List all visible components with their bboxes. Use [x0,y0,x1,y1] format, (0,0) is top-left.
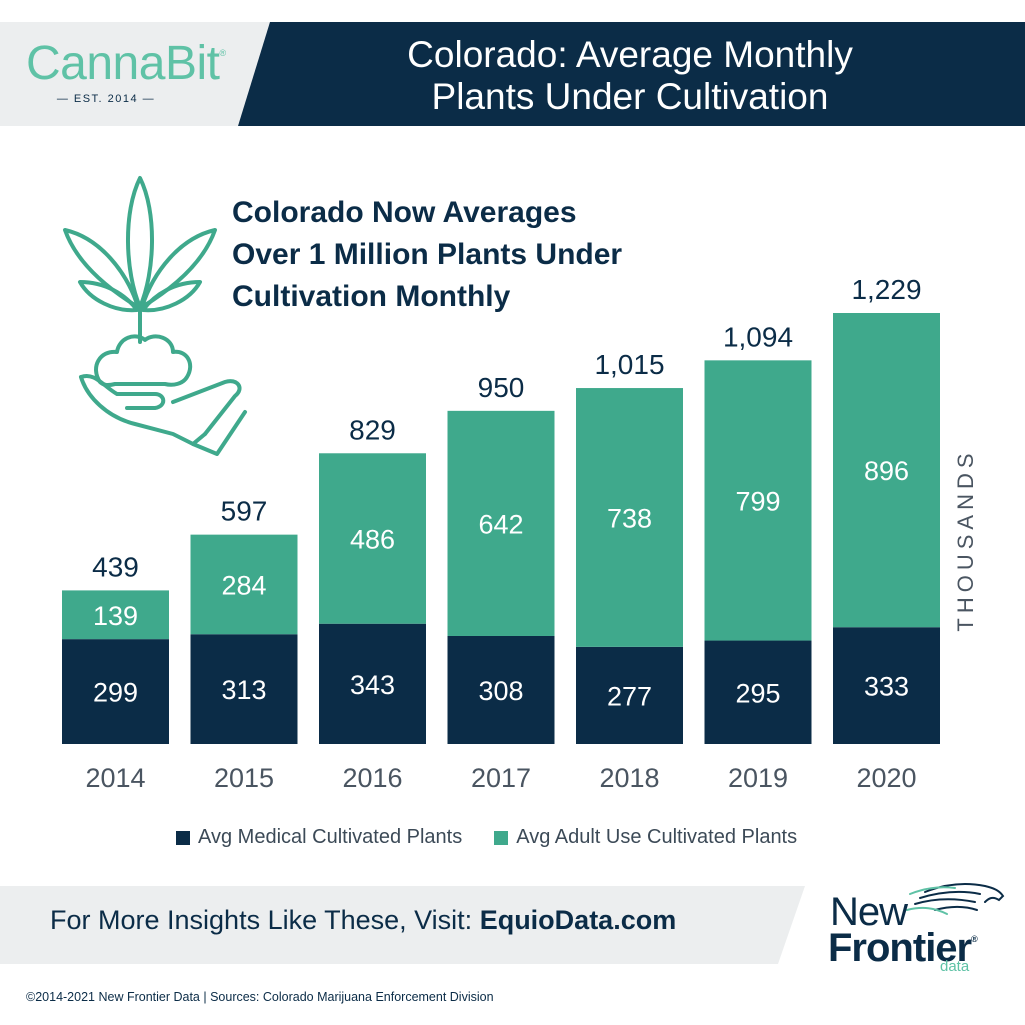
x-tick-label-2019: 2019 [728,763,788,793]
total-label-2020: 1,229 [851,274,921,305]
data-label-medical-2018: 277 [607,681,652,711]
x-tick-label-2015: 2015 [214,763,274,793]
header-title-banner [238,22,1025,126]
data-label-adult-use-2019: 799 [735,486,780,516]
bar-adult-use-2019 [704,360,812,641]
bar-medical-2015 [190,634,298,744]
bar-medical-2017 [447,635,555,744]
total-label-2014: 439 [92,551,139,582]
new-frontier-logo-new: New [830,890,908,934]
footer-cta-band [0,886,805,964]
bar-medical-2020 [833,627,940,744]
bar-medical-2018 [576,646,683,744]
data-label-adult-use-2018: 738 [607,503,652,533]
legend-label-adult-use: Avg Adult Use Cultivated Plants [516,826,798,848]
data-label-medical-2017: 308 [478,676,523,706]
total-label-2019: 1,094 [723,321,793,352]
data-label-adult-use-2014: 139 [93,601,138,631]
data-label-medical-2015: 313 [221,675,266,705]
legend-item-adult-use: Avg Adult Use Cultivated Plants [494,826,797,849]
data-label-medical-2019: 295 [735,678,780,708]
bar-adult-use-2016 [319,453,426,624]
data-label-adult-use-2017: 642 [478,509,523,539]
total-label-2017: 950 [478,372,525,403]
data-label-adult-use-2020: 896 [864,456,909,486]
bar-adult-use-2017 [447,410,555,636]
data-label-medical-2016: 343 [350,670,395,700]
data-label-medical-2020: 333 [864,672,909,702]
horse-icon [906,883,1005,915]
data-label-adult-use-2015: 284 [221,570,266,600]
total-label-2015: 597 [221,496,268,527]
bar-adult-use-2014 [62,590,169,640]
total-label-2016: 829 [349,414,396,445]
bar-adult-use-2015 [190,534,298,635]
bar-adult-use-2020 [833,313,940,628]
legend-label-medical: Avg Medical Cultivated Plants [198,826,463,848]
new-frontier-logo-frontier: Frontier® [828,926,978,970]
copyright-source: ©2014-2021 New Frontier Data | Sources: … [26,990,494,1004]
x-tick-label-2016: 2016 [342,763,402,793]
x-tick-label-2020: 2020 [856,763,916,793]
chart-subheading: Colorado Now Averages Over 1 Million Pla… [232,196,623,313]
equiodata-link[interactable]: EquioData.com [479,905,677,935]
footer-cta: For More Insights Like These, Visit: Equ… [50,905,676,936]
x-tick-label-2014: 2014 [85,763,145,793]
legend-item-medical: Avg Medical Cultivated Plants [176,826,462,849]
data-label-adult-use-2016: 486 [350,524,395,554]
bar-adult-use-2018 [576,388,683,647]
total-label-2018: 1,015 [594,349,664,380]
cannabis-hand-icon [63,176,247,456]
chart-legend: Avg Medical Cultivated Plants Avg Adult … [176,826,829,849]
page-title: Colorado: Average Monthly Plants Under C… [407,34,853,117]
cannabit-logo: CannaBit® [26,37,226,90]
footer-cta-text: For More Insights Like These, Visit: [50,905,480,935]
new-frontier-logo-data: data [940,958,970,975]
data-label-medical-2014: 299 [93,678,138,708]
header-brand-panel [0,22,270,126]
x-tick-label-2017: 2017 [471,763,531,793]
legend-swatch-medical [176,830,190,845]
x-tick-label-2018: 2018 [599,763,659,793]
cannabit-est: — EST. 2014 — [56,93,156,105]
bar-medical-2016 [319,623,426,744]
legend-swatch-adult-use [494,830,509,845]
y-axis-label: THOUSANDS [953,448,978,632]
bar-medical-2014 [62,639,169,744]
bar-medical-2019 [704,640,812,744]
